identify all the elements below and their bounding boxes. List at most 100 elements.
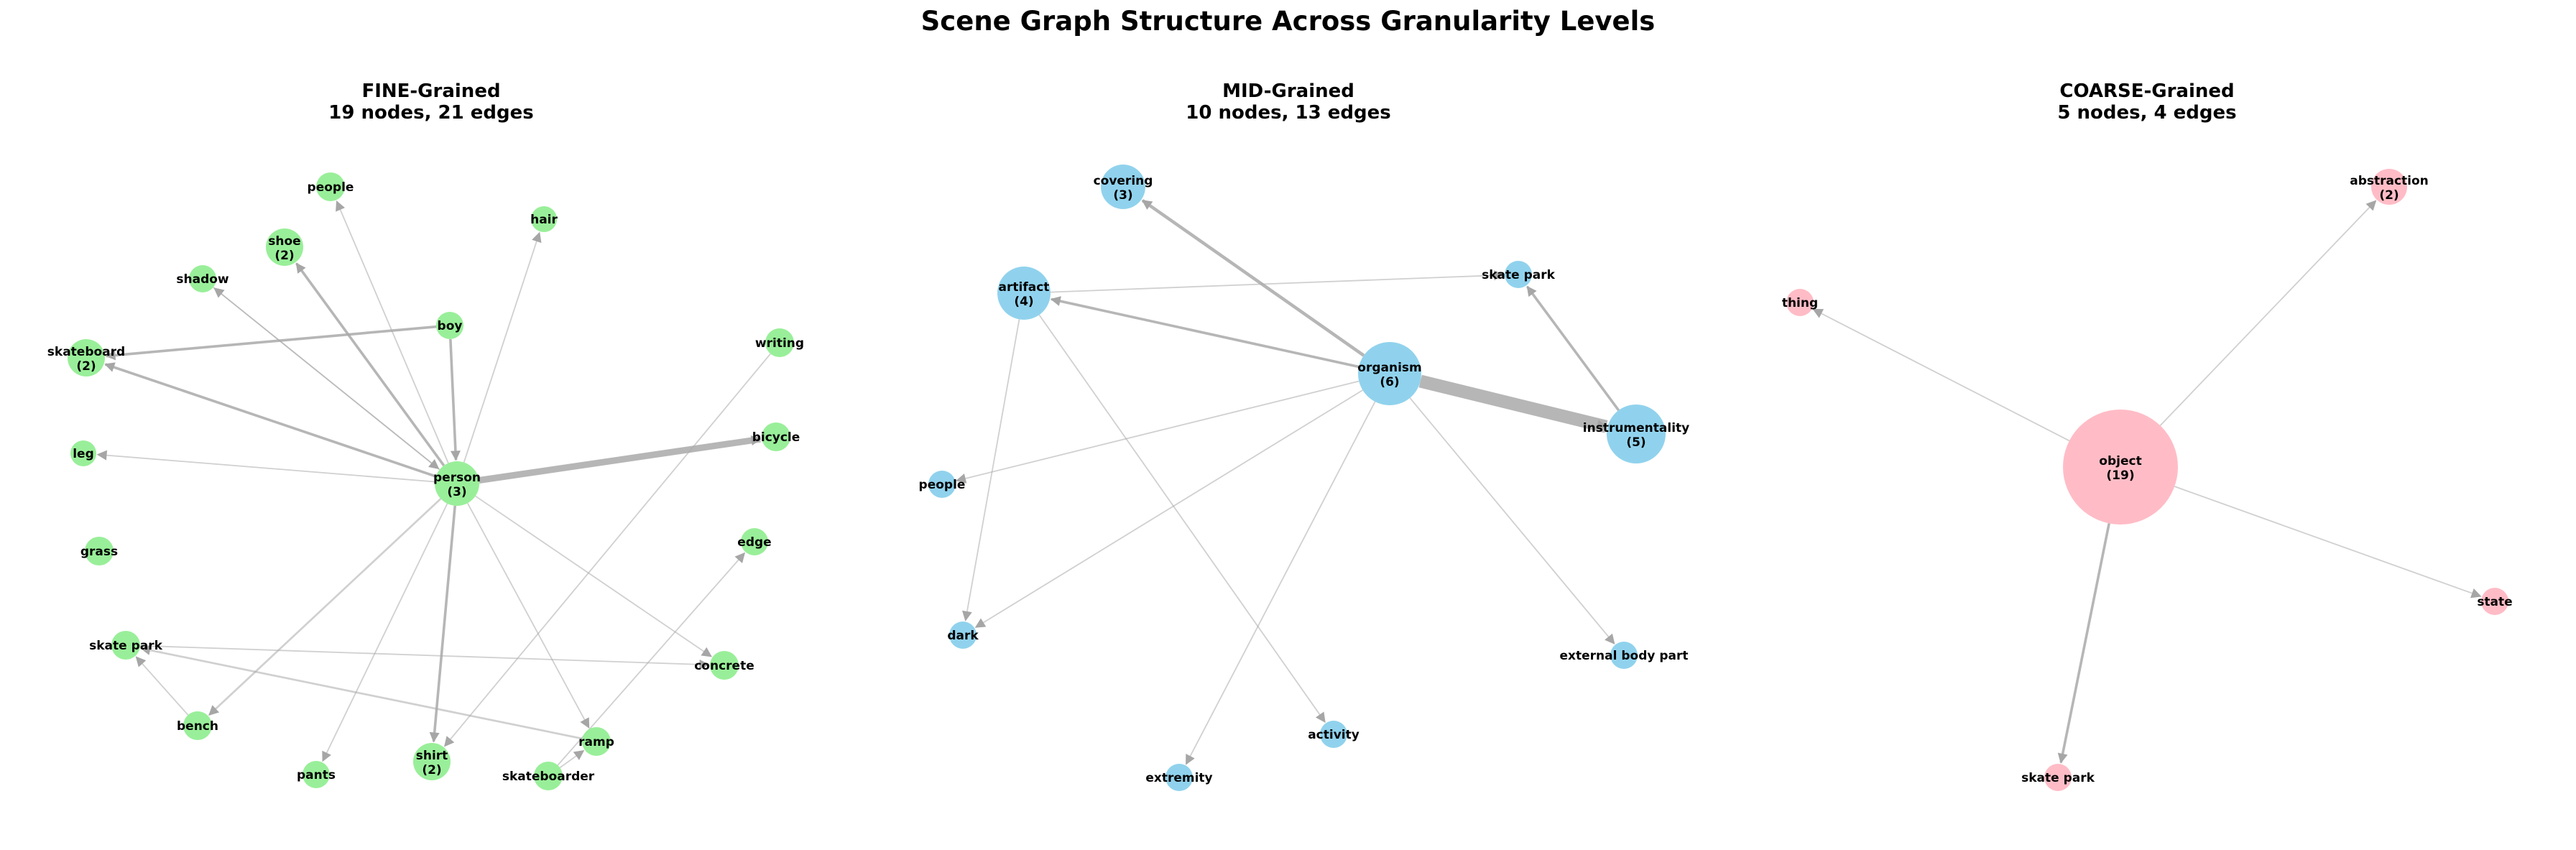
- edge-fine-person-to-bench: [208, 498, 442, 716]
- node-circle-fine-person: [435, 461, 479, 506]
- edge-fine-person-to-pants: [322, 503, 448, 762]
- node-fine-edge: edge: [737, 528, 772, 555]
- edge-mid-artifact-to-skate_park: [1050, 270, 1505, 293]
- node-count-mid-covering: (3): [1113, 188, 1132, 203]
- node-label-fine-hair: hair: [530, 213, 558, 227]
- edge-mid-artifact-to-activity: [1038, 314, 1326, 723]
- edge-mid-organism-to-extremity: [1185, 401, 1376, 765]
- node-label-fine-concrete: concrete: [694, 659, 754, 673]
- node-circle-mid-extremity: [1165, 764, 1193, 791]
- edge-fine-boy-to-skateboard: [105, 325, 437, 361]
- node-circle-mid-instrumentality: [1607, 405, 1666, 463]
- node-label-fine-skateboarder: skateboarder: [502, 770, 595, 784]
- node-label-coarse-abstraction: abstraction: [2350, 174, 2429, 188]
- node-label-mid-people: people: [919, 478, 966, 492]
- node-fine-boy: boy: [436, 312, 463, 339]
- node-mid-extremity: extremity: [1145, 764, 1213, 791]
- edge-fine-person-to-skateboard: [104, 362, 437, 478]
- node-circle-fine-bicycle: [762, 422, 790, 451]
- node-count-fine-person: (3): [447, 485, 466, 499]
- node-mid-activity: activity: [1308, 721, 1359, 748]
- node-circle-coarse-abstraction: [2371, 169, 2407, 205]
- node-mid-dark: dark: [947, 622, 979, 649]
- node-coarse-thing: thing: [1782, 289, 1818, 316]
- node-label-mid-covering: covering: [1094, 174, 1153, 188]
- node-circle-mid-artifact: [997, 267, 1051, 320]
- node-circle-fine-grass: [85, 537, 114, 565]
- node-circle-fine-pants: [303, 761, 330, 788]
- node-mid-instrumentality: instrumentality(5): [1583, 405, 1689, 463]
- panel-mid-subtitle: 10 nodes, 13 edges: [1186, 102, 1391, 124]
- edge-coarse-object-to-skate_park: [2057, 523, 2110, 764]
- node-circle-fine-writing: [765, 328, 794, 357]
- node-circle-mid-organism: [1358, 342, 1421, 405]
- panel-coarse-subtitle: 5 nodes, 4 edges: [2057, 102, 2237, 124]
- node-fine-hair: hair: [530, 206, 558, 232]
- node-circle-fine-skateboard: [68, 339, 105, 377]
- node-circle-coarse-object: [2063, 410, 2178, 525]
- edge-fine-person-to-bicycle: [479, 435, 762, 484]
- node-fine-concrete: concrete: [694, 651, 754, 680]
- node-label-coarse-thing: thing: [1782, 296, 1818, 310]
- node-label-mid-artifact: artifact: [999, 280, 1050, 295]
- node-circle-mid-dark: [949, 622, 977, 649]
- edge-fine-writing-to-shirt: [443, 353, 771, 747]
- panel-mid-title: MID-Grained: [1222, 80, 1354, 102]
- node-coarse-abstraction: abstraction(2): [2350, 169, 2429, 205]
- node-label-fine-shirt: shirt: [416, 749, 448, 763]
- node-fine-person: person(3): [433, 461, 481, 506]
- node-fine-bicycle: bicycle: [752, 422, 800, 451]
- node-mid-people: people: [919, 471, 966, 498]
- node-circle-fine-people: [316, 172, 345, 201]
- node-mid-artifact: artifact(4): [997, 267, 1051, 320]
- edge-fine-person-to-ramp: [466, 502, 590, 729]
- edge-mid-organism-to-dark: [974, 389, 1363, 628]
- node-count-fine-skateboard: (2): [76, 359, 96, 374]
- node-label-coarse-state: state: [2477, 595, 2512, 609]
- node-fine-grass: grass: [80, 537, 118, 565]
- node-label-coarse-skate_park: skate park: [2021, 771, 2095, 785]
- node-fine-writing: writing: [755, 328, 804, 357]
- edge-fine-skateboarder-to-ramp: [559, 749, 585, 769]
- node-circle-coarse-state: [2481, 588, 2508, 615]
- node-fine-shirt: shirt(2): [413, 743, 451, 780]
- node-circle-mid-people: [928, 471, 956, 498]
- node-count-fine-shoe: (2): [274, 249, 294, 263]
- node-label-mid-organism: organism: [1357, 361, 1421, 375]
- node-coarse-state: state: [2477, 588, 2513, 615]
- node-circle-fine-boy: [436, 312, 463, 339]
- node-circle-fine-shirt: [413, 743, 451, 780]
- node-fine-skate_park: skate park: [89, 631, 163, 660]
- edge-fine-person-to-concrete: [475, 495, 712, 657]
- node-circle-fine-ramp: [582, 727, 611, 756]
- node-circle-fine-skateboarder: [534, 762, 563, 790]
- node-fine-bench: bench: [177, 711, 218, 740]
- node-coarse-skate_park: skate park: [2021, 764, 2095, 791]
- node-circle-fine-leg: [70, 440, 96, 466]
- node-label-fine-writing: writing: [755, 336, 804, 351]
- node-fine-skateboard: skateboard(2): [47, 339, 125, 377]
- node-fine-shadow: shadow: [176, 265, 229, 292]
- node-label-mid-activity: activity: [1308, 728, 1359, 742]
- panel-coarse-title: COARSE-Grained: [2059, 80, 2235, 102]
- node-fine-leg: leg: [70, 440, 96, 466]
- node-label-mid-dark: dark: [947, 629, 979, 643]
- node-circle-coarse-thing: [1786, 289, 1814, 316]
- node-circle-fine-shoe: [266, 228, 303, 266]
- node-label-mid-extremity: extremity: [1145, 771, 1212, 785]
- edge-fine-person-to-people: [336, 200, 449, 463]
- node-fine-skateboarder: skateboarder: [502, 762, 595, 790]
- node-circle-mid-external_body_part: [1610, 642, 1638, 669]
- node-label-fine-leg: leg: [73, 447, 94, 461]
- node-label-fine-skate_park: skate park: [89, 639, 162, 653]
- node-mid-organism: organism(6): [1357, 342, 1422, 405]
- node-circle-fine-shadow: [189, 265, 216, 292]
- node-label-fine-bicycle: bicycle: [752, 430, 800, 445]
- edge-fine-shadow-to-person: [213, 287, 440, 470]
- node-circle-fine-bench: [183, 711, 212, 740]
- node-circle-fine-edge: [741, 528, 768, 555]
- edge-coarse-object-to-state: [2174, 486, 2482, 599]
- node-label-fine-person: person: [433, 471, 481, 485]
- edge-mid-instrumentality-to-skate_park: [1526, 285, 1620, 412]
